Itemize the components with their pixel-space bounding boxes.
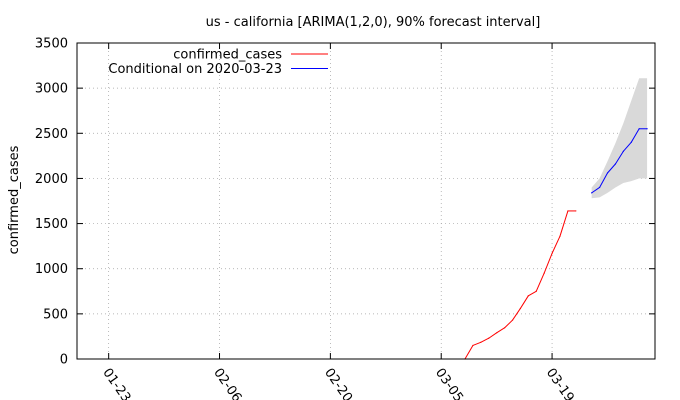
- legend-label-confirmed-cases: confirmed_cases: [173, 48, 282, 63]
- x-tick-label-0: 01-23: [99, 366, 133, 400]
- series-confirmed-cases-segment-9: [535, 273, 545, 292]
- series-confirmed-cases-point-13: [567, 210, 569, 212]
- x-tick-label-3: 03-05: [432, 366, 466, 400]
- y-tick-label-1000: 1000: [35, 262, 68, 277]
- series-conditional-on-2020-03-23-point-7: [646, 128, 648, 130]
- series-conditional-on-2020-03-23-segment-5: [630, 128, 640, 143]
- forecast-interval-band: [591, 78, 648, 199]
- y-tick-label-1500: 1500: [35, 217, 68, 232]
- series-confirmed-cases-segment-1: [472, 341, 481, 346]
- y-tick-label-500: 500: [43, 307, 68, 322]
- series-conditional-on-2020-03-23-point-4: [622, 150, 624, 152]
- series-confirmed-cases-point-4: [496, 332, 498, 334]
- chart-title: us - california [ARIMA(1,2,0), 90% forec…: [206, 15, 541, 30]
- plot-area-border: [76, 42, 656, 360]
- series-conditional-on-2020-03-23-point-5: [630, 141, 632, 143]
- series-conditional-on-2020-03-23-segment-2: [607, 163, 616, 174]
- series-confirmed-cases-point-1: [472, 344, 474, 347]
- series-confirmed-cases-segment-11: [551, 236, 561, 254]
- series-confirmed-cases-point-8: [527, 295, 529, 297]
- series-conditional-on-2020-03-23-point-6: [638, 128, 640, 130]
- series-conditional-on-2020-03-23: [591, 128, 648, 194]
- x-tick-label-2: 02-20: [321, 366, 355, 400]
- series-conditional-on-2020-03-23-segment-3: [614, 151, 624, 165]
- series-confirmed-cases-segment-7: [519, 295, 529, 309]
- series-confirmed-cases-point-2: [480, 341, 482, 343]
- series-confirmed-cases-segment-12: [559, 210, 569, 237]
- series-confirmed-cases-point-3: [488, 337, 490, 339]
- series-conditional-on-2020-03-23-point-1: [598, 186, 601, 189]
- legend-label-conditional-on-2020-03-23: Conditional on 2020-03-23: [108, 62, 282, 77]
- series-confirmed-cases-point-14: [575, 210, 577, 212]
- y-tick-label-2000: 2000: [35, 172, 68, 187]
- series-conditional-on-2020-03-23-segment-4: [622, 141, 632, 152]
- series-confirmed-cases-segment-2: [480, 337, 489, 343]
- series-confirmed-cases-segment-0: [464, 345, 474, 360]
- series-conditional-on-2020-03-23-point-2: [606, 172, 609, 174]
- y-tick-label-3000: 3000: [35, 82, 68, 97]
- forecast-interval-layer: [591, 78, 648, 199]
- axes: 0 500 1000 1500 2000 2500 3000 3500 01-23 02-06 02…: [35, 37, 655, 400]
- series-conditional-on-2020-03-23-point-0: [591, 192, 593, 194]
- series-conditional-on-2020-03-23-point-3: [614, 163, 617, 165]
- y-axis-label: confirmed_cases: [7, 145, 22, 254]
- series-confirmed-cases-point-9: [535, 290, 537, 292]
- series-confirmed-cases-segment-10: [543, 253, 553, 274]
- series-confirmed-cases-segment-5: [504, 319, 513, 329]
- x-tick-label-1: 02-06: [210, 366, 244, 400]
- x-tick-label-4: 03-19: [543, 366, 577, 400]
- series-confirmed-cases-segment-3: [488, 332, 497, 339]
- y-tick-label-0: 0: [60, 353, 68, 368]
- series-confirmed-cases-point-5: [503, 327, 506, 329]
- series-conditional-on-2020-03-23-segment-0: [591, 187, 600, 194]
- series-confirmed-cases-point-6: [511, 319, 514, 321]
- series-confirmed-cases-point-10: [543, 272, 545, 274]
- series-confirmed-cases-point-12: [559, 235, 561, 237]
- series-confirmed-cases-segment-8: [528, 290, 537, 297]
- series-confirmed-cases-segment-6: [512, 308, 521, 321]
- series-confirmed-cases-point-11: [551, 252, 553, 254]
- series-layer: [464, 128, 648, 360]
- grid: [77, 43, 655, 359]
- series-confirmed-cases-point-7: [519, 307, 521, 310]
- y-tick-label-3500: 3500: [35, 37, 68, 52]
- y-tick-label-2500: 2500: [35, 127, 68, 142]
- series-confirmed-cases-segment-4: [496, 327, 505, 334]
- series-confirmed-cases: [464, 210, 577, 360]
- series-conditional-on-2020-03-23-segment-1: [599, 172, 608, 188]
